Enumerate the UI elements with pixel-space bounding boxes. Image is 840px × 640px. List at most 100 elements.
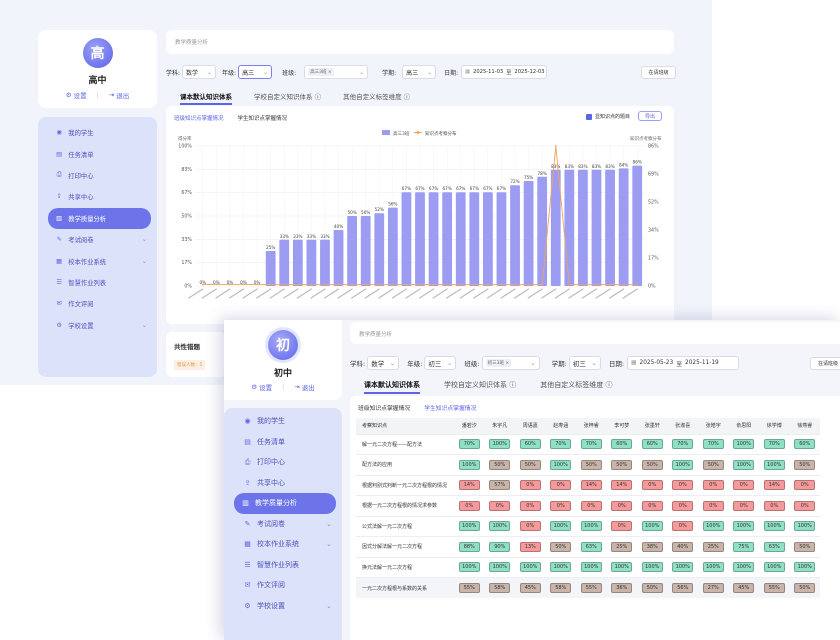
score-badge[interactable]: 0% [733,480,755,491]
score-badge[interactable]: 100% [733,521,755,532]
sidebar-item[interactable]: ✎ 考试阅卷 ⌄ [224,514,342,535]
score-badge[interactable]: 100% [489,562,511,573]
score-badge[interactable]: 0% [550,500,572,511]
score-badge[interactable]: 90% [489,541,511,552]
score-badge[interactable]: 100% [672,459,694,470]
score-badge[interactable]: 100% [672,562,694,573]
sidebar-item[interactable]: ✎ 考试阅卷 ⌄ [38,229,157,250]
score-badge[interactable]: 0% [489,500,511,511]
class-button[interactable]: 在请班级 [810,357,840,370]
score-badge[interactable]: 100% [702,521,724,532]
sidebar-item[interactable]: ▦ 校本作业系统 ⌄ [224,534,342,555]
header-student[interactable]: 潘若汐 [454,418,485,434]
score-badge[interactable]: 45% [519,583,541,593]
score-badge[interactable]: 14% [580,480,602,491]
tab-custom-dimension[interactable]: 其他自定义标签维度 ⓘ [540,380,612,390]
class-button[interactable]: 在请班级 [641,66,676,79]
score-badge[interactable]: 100% [794,521,816,532]
header-student[interactable]: 张梓睿 [576,418,607,434]
settings-link[interactable]: ⚙ 设置 [251,382,272,392]
score-badge[interactable]: 100% [458,521,480,532]
score-badge[interactable]: 56% [672,583,694,593]
logout-link[interactable]: ⇥ 退出 [294,382,314,392]
subtab-student[interactable]: 学生知识点掌握情况 [237,116,288,122]
avatar[interactable]: 初 [268,330,298,360]
score-badge[interactable]: 50% [794,459,816,470]
score-badge[interactable]: 0% [794,500,816,511]
score-badge[interactable]: 0% [550,480,572,491]
grade-select[interactable]: 初三 ⌄ [424,356,457,370]
score-badge[interactable]: 100% [641,521,663,532]
class-select[interactable]: 高三3班 × ⌄ [304,65,369,79]
score-badge[interactable]: 0% [702,500,724,511]
score-badge[interactable]: 100% [489,521,511,532]
score-badge[interactable]: 14% [611,480,633,491]
score-badge[interactable]: 100% [611,562,633,573]
sidebar-item[interactable]: ⇪ 共享中心 [38,186,157,207]
header-student[interactable]: 朱宇凡 [484,418,515,434]
score-badge[interactable]: 100% [733,562,755,573]
score-badge[interactable]: 0% [519,521,541,532]
sidebar-item[interactable]: ◉ 我的学生 [224,411,342,432]
show-questions-checkbox[interactable]: 显知识点的题目 [586,113,630,120]
score-badge[interactable]: 40% [672,541,694,552]
score-badge[interactable]: 100% [458,459,480,470]
score-badge[interactable]: 50% [641,459,663,470]
tab-school-knowledge[interactable]: 学校自定义知识体系 ⓘ [254,91,321,101]
score-badge[interactable]: 50% [794,541,816,552]
score-badge[interactable]: 58% [550,583,572,593]
score-badge[interactable]: 50% [641,583,663,593]
score-badge[interactable]: 27% [702,583,724,593]
score-badge[interactable]: 100% [733,459,755,470]
term-select[interactable]: 初三 ⌄ [568,356,601,370]
sidebar-item[interactable]: ☰ 智慧作业列表 [38,272,157,293]
sidebar-item[interactable]: ▤ 任务清单 [224,432,342,453]
table-row[interactable]: 根据判别式判断一元二次方程根的情况 14% 57% 0% 0% 14% 14% 0% 0% 0% 0… [356,474,820,496]
score-badge[interactable]: 0% [641,480,663,491]
score-badge[interactable]: 100% [550,562,572,573]
term-select[interactable]: 高三 ⌄ [402,65,437,79]
header-student[interactable]: 俞思阳 [728,418,759,434]
score-badge[interactable]: 0% [458,500,480,511]
score-badge[interactable]: 50% [702,459,724,470]
score-badge[interactable]: 63% [580,541,602,552]
score-badge[interactable]: 55% [458,583,480,593]
table-row[interactable]: 解一元二次方程——配方法 70% 100% 60% 70% 70% 60% 60% 70% 70%… [356,433,820,455]
score-badge[interactable]: 100% [519,562,541,573]
table-row[interactable]: 换元法解一元二次方程 100% 100% 100% 100% 100% 100% 100% 10… [356,556,820,578]
score-badge[interactable]: 58% [489,583,511,593]
score-badge[interactable]: 0% [641,500,663,511]
header-student[interactable]: 徐学博 [759,418,790,434]
table-row[interactable]: 配方法的应用 100% 50% 50% 100% 50% 50% 50% 100% 50% 100%… [356,454,820,475]
score-badge[interactable]: 70% [672,439,694,450]
sidebar-item[interactable]: ✉ 作文评阅 [38,293,157,314]
sidebar-item[interactable]: ⚙ 学校设置 ⌄ [224,596,342,617]
tab-school-knowledge[interactable]: 学校自定义知识体系 ⓘ [444,380,516,390]
score-badge[interactable]: 0% [794,480,816,491]
score-badge[interactable]: 0% [702,480,724,491]
sidebar-item[interactable]: ⇪ 共享中心 [224,473,342,494]
score-badge[interactable]: 100% [580,562,602,573]
date-range-picker[interactable]: ▦ 2025-11-03 至 2025-12-03 [461,65,548,79]
tab-default-knowledge[interactable]: 课本默认知识体系 [364,381,420,394]
settings-link[interactable]: ⚙ 设置 [66,90,87,100]
class-tag[interactable]: 高三3班 × [308,68,334,76]
tab-custom-dimension[interactable]: 其他自定义标签维度 ⓘ [343,91,410,101]
score-badge[interactable]: 55% [763,583,785,593]
score-badge[interactable]: 60% [519,439,541,450]
sidebar-item[interactable]: ⎙ 打印中心 [38,165,157,186]
score-badge[interactable]: 0% [672,521,694,532]
score-badge[interactable]: 0% [611,500,633,511]
score-badge[interactable]: 100% [763,562,785,573]
score-badge[interactable]: 55% [580,583,602,593]
sidebar-item[interactable]: ▦ 校本作业系统 ⌄ [38,250,157,271]
class-tag[interactable]: 初三3班 × [485,359,512,367]
header-student[interactable]: 李可梦 [606,418,637,434]
score-badge[interactable]: 75% [733,541,755,552]
score-badge[interactable]: 0% [672,500,694,511]
score-badge[interactable]: 63% [763,541,785,552]
score-badge[interactable]: 100% [733,439,755,450]
header-student[interactable]: 周语嘉 [515,418,546,434]
table-row[interactable]: 根据一元二次方程根的情况求参数 0% 0% 0% 0% 0% 0% 0% 0% 0% 0% 0% 0% [356,495,820,516]
sidebar-item[interactable]: ▤ 任务清单 [38,143,157,164]
